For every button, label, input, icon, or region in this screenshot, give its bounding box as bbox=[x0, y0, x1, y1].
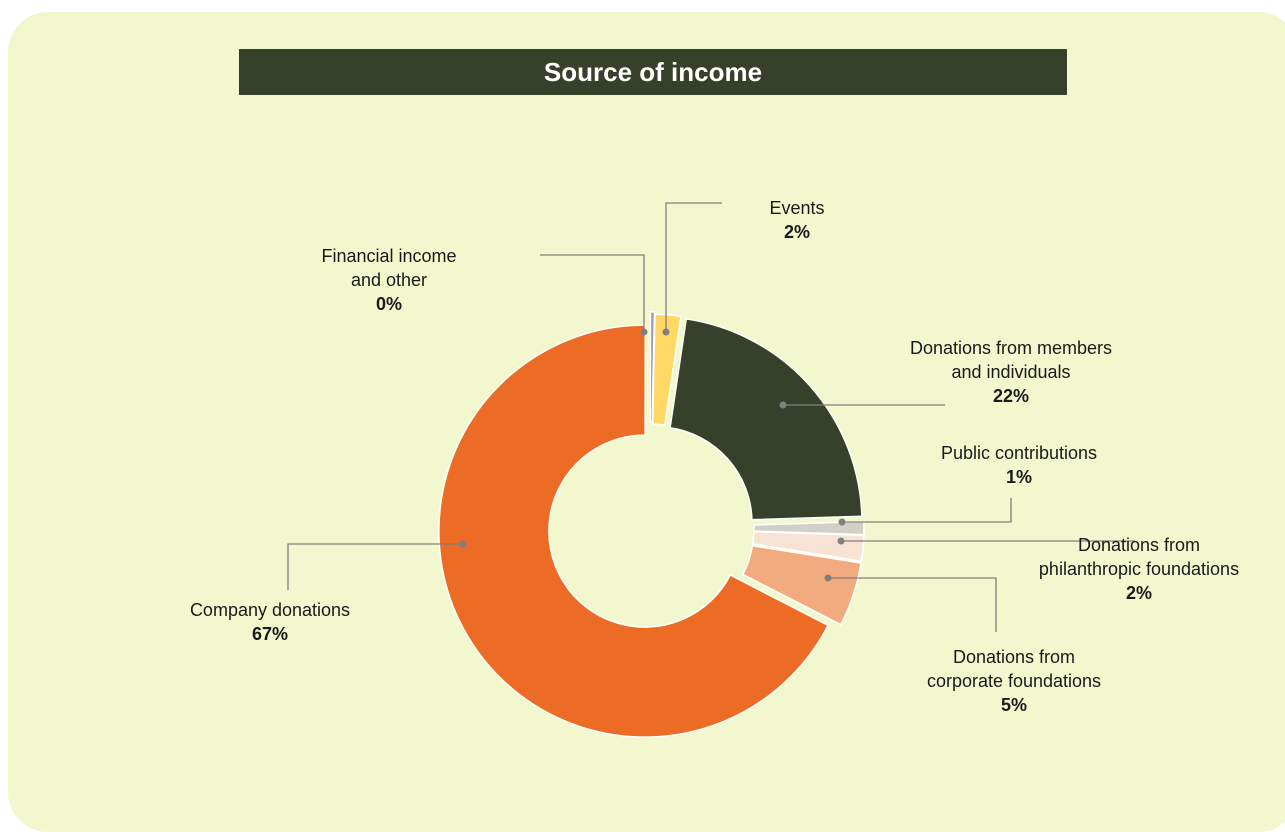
leader-dot bbox=[662, 328, 670, 336]
slice-label: Donations from members bbox=[910, 338, 1112, 358]
leader-dot bbox=[779, 401, 787, 409]
slice-label: corporate foundations bbox=[927, 671, 1101, 691]
leader-dot bbox=[459, 540, 467, 548]
slice-events bbox=[651, 313, 682, 426]
leader-line bbox=[842, 498, 1012, 523]
slice-label: Events bbox=[769, 198, 824, 218]
slice-label: Donations from bbox=[1078, 535, 1200, 555]
donut-slices bbox=[438, 311, 865, 738]
slice-label: philanthropic foundations bbox=[1039, 559, 1239, 579]
slice-label: Donations from bbox=[953, 647, 1075, 667]
slice-label: Financial income bbox=[321, 246, 456, 266]
leader-dot bbox=[838, 518, 846, 526]
leader-line bbox=[828, 577, 997, 632]
slice-financial-income-and-other bbox=[649, 311, 656, 423]
slice-percent: 1% bbox=[1006, 467, 1032, 487]
slice-company-donations bbox=[438, 324, 830, 738]
leader-dot bbox=[824, 574, 832, 582]
slice-donations-from-corporate-foundations bbox=[741, 544, 862, 626]
slice-donations-from-members-and-individuals bbox=[669, 318, 863, 521]
slice-label: and individuals bbox=[951, 362, 1070, 382]
leader-line bbox=[287, 543, 463, 590]
slice-donations-from-philanthropic-foundations bbox=[751, 531, 865, 563]
leader-dot bbox=[837, 537, 845, 545]
slice-percent: 5% bbox=[1001, 695, 1027, 715]
slice-public-contributions bbox=[753, 520, 865, 536]
leader-line bbox=[665, 202, 722, 332]
slice-label: and other bbox=[351, 270, 427, 290]
slice-percent: 2% bbox=[1126, 583, 1152, 603]
slice-percent: 67% bbox=[252, 624, 288, 644]
slice-label: Company donations bbox=[190, 600, 350, 620]
slice-labels: Events 2% Donations from members and indivi… bbox=[190, 198, 1239, 715]
slice-percent: 2% bbox=[784, 222, 810, 242]
slice-percent: 22% bbox=[993, 386, 1029, 406]
slice-percent: 0% bbox=[376, 294, 402, 314]
slice-label: Public contributions bbox=[941, 443, 1097, 463]
leader-dot bbox=[640, 328, 648, 336]
leader-line bbox=[540, 254, 645, 332]
chart-title: Source of income bbox=[239, 49, 1067, 95]
